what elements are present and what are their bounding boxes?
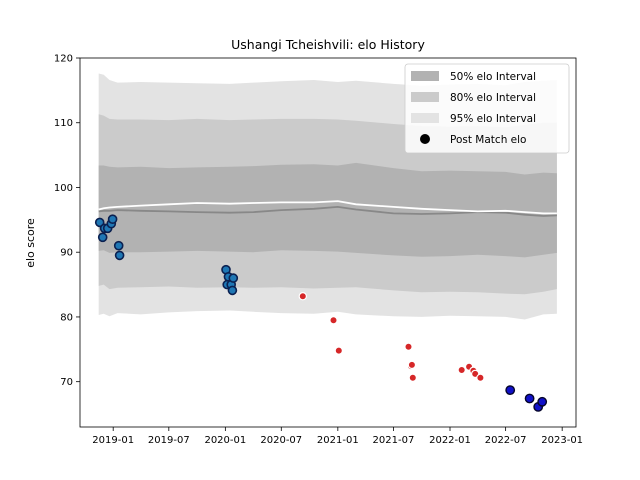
data-point-blue — [97, 232, 108, 243]
data-point-blue — [107, 214, 118, 224]
median-line — [98, 205, 557, 217]
data-point-navy — [524, 393, 535, 404]
y-axis-title: elo score — [24, 218, 37, 268]
mean-line — [98, 200, 557, 215]
legend-marker — [420, 134, 430, 144]
data-point-blue — [228, 273, 239, 283]
data-point-blue — [114, 250, 125, 261]
data-point-red — [407, 360, 417, 370]
y-tick-label: 120 — [54, 54, 73, 65]
legend-swatch — [411, 71, 439, 81]
x-tick-label: 2019-07 — [148, 435, 190, 446]
legend-label: 80% elo Interval — [450, 92, 536, 104]
y-tick-label: 110 — [54, 118, 73, 129]
x-tick-label: 2020-07 — [260, 435, 302, 446]
x-tick-label: 2019-01 — [92, 435, 134, 446]
legend-label: 50% elo Interval — [450, 71, 536, 83]
data-point-red — [408, 373, 417, 382]
data-point-red — [329, 316, 338, 325]
y-tick-label: 90 — [60, 248, 73, 259]
legend-label: Post Match elo — [450, 134, 526, 146]
legend: 50% elo Interval 80% elo Interval 95% elo … — [404, 63, 570, 154]
data-point-red — [298, 292, 307, 301]
y-axis: 70 80 90 100 110 120 — [54, 54, 80, 388]
legend-label: 95% elo Interval — [450, 113, 536, 125]
y-tick-label: 70 — [60, 377, 73, 388]
y-tick-label: 100 — [54, 183, 73, 194]
data-point-blue — [113, 240, 124, 251]
x-tick-label: 2021-07 — [373, 435, 415, 446]
data-point-navy — [537, 396, 548, 407]
x-tick-label: 2022-07 — [485, 435, 527, 446]
y-tick-label: 80 — [60, 312, 73, 323]
x-tick-label: 2023-01 — [541, 435, 583, 446]
data-point-red — [476, 373, 485, 382]
x-axis: 2019-01 2019-07 2020-01 2020-07 2021-01 2021-… — [92, 427, 583, 446]
chart-title: Ushangi Tcheishvili: elo History — [231, 37, 425, 52]
legend-box — [404, 63, 570, 154]
x-tick-label: 2022-01 — [429, 435, 471, 446]
data-point-red — [334, 346, 343, 355]
band-50 — [98, 162, 557, 258]
data-point-navy — [505, 385, 516, 395]
legend-swatch — [411, 92, 439, 102]
data-point-blue — [94, 217, 105, 228]
plot-frame — [79, 57, 577, 428]
data-point-red — [404, 342, 413, 351]
data-point-red — [457, 365, 466, 375]
data-point-blue — [227, 285, 238, 296]
x-tick-label: 2021-01 — [317, 435, 359, 446]
legend-swatch — [411, 113, 439, 123]
x-tick-label: 2020-01 — [204, 435, 246, 446]
